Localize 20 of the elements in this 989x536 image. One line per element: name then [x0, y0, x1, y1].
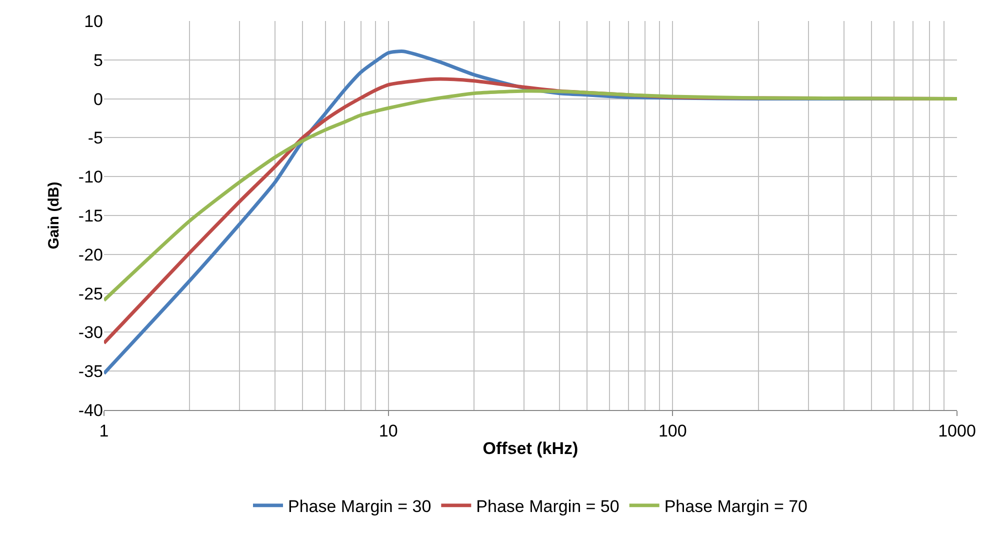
y-tick-label: -5 — [88, 128, 103, 148]
legend-label: Phase Margin = 30 — [288, 496, 432, 516]
y-tick-label: -20 — [78, 245, 103, 264]
x-tick-label: 1 — [99, 421, 109, 440]
y-tick-label: 10 — [84, 12, 103, 31]
x-tick-label: 1000 — [938, 421, 976, 440]
y-tick-label: -40 — [78, 400, 103, 420]
y-axis-title: Gain (dB) — [46, 182, 63, 250]
x-tick-label: 100 — [658, 421, 687, 440]
y-tick-label: 5 — [94, 50, 103, 70]
legend-label: Phase Margin = 50 — [476, 496, 620, 516]
legend-label: Phase Margin = 70 — [664, 496, 808, 516]
y-tick-label: -15 — [78, 206, 103, 226]
y-tick-label: -35 — [78, 362, 103, 382]
y-tick-label: 0 — [94, 90, 103, 109]
x-tick-label: 10 — [378, 421, 398, 440]
y-tick-label: -30 — [78, 323, 103, 342]
y-tick-label: -10 — [78, 168, 103, 187]
y-tick-label: -25 — [78, 284, 103, 304]
x-axis-title: Offset (kHz) — [482, 438, 578, 458]
